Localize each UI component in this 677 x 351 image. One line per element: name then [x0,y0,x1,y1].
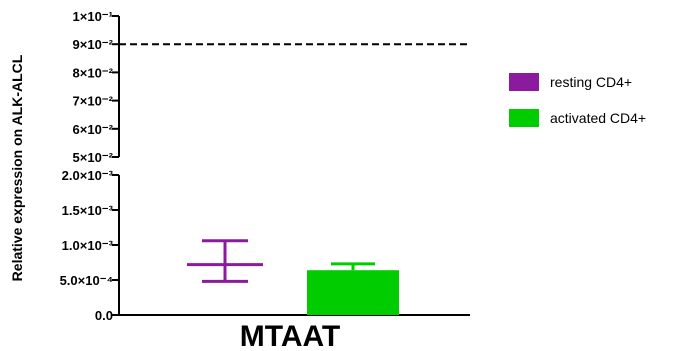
data-marks [187,239,399,315]
legend: resting CD4+ activated CD4+ [509,73,646,127]
y-tick-label-upper-4: 9×10⁻² [73,37,114,52]
y-tick-label-upper-0: 5×10⁻² [73,150,114,165]
y-axis-upper: 5×10⁻² 6×10⁻² 7×10⁻² 8×10⁻² 9×10⁻² 1×10⁻¹ [73,9,120,165]
x-category-label: MTAAT [240,320,341,351]
y-tick-label-upper-3: 8×10⁻² [73,65,114,80]
legend-swatch-1 [509,109,539,127]
legend-swatch-0 [509,73,539,91]
legend-label-0: resting CD4+ [550,74,632,90]
y-tick-label-lower-0: 0.0 [95,308,113,323]
bar-activated [307,270,399,315]
y-axis-lower: 0.0 5.0×10⁻⁴ 1.0×10⁻³ 1.5×10⁻³ 2.0×10⁻³ [60,168,120,323]
legend-label-1: activated CD4+ [550,110,646,126]
y-tick-label-upper-5: 1×10⁻¹ [73,9,113,24]
y-tick-label-lower-2: 1.0×10⁻³ [62,238,114,253]
y-axis-label: Relative expression on ALK-ALCL [9,54,25,281]
y-tick-label-lower-1: 5.0×10⁻⁴ [60,273,113,288]
y-tick-label-upper-2: 7×10⁻² [73,94,114,109]
y-tick-label-lower-3: 1.5×10⁻³ [62,203,114,218]
y-tick-label-upper-1: 6×10⁻² [73,122,114,137]
y-tick-label-lower-4: 2.0×10⁻³ [62,168,114,183]
